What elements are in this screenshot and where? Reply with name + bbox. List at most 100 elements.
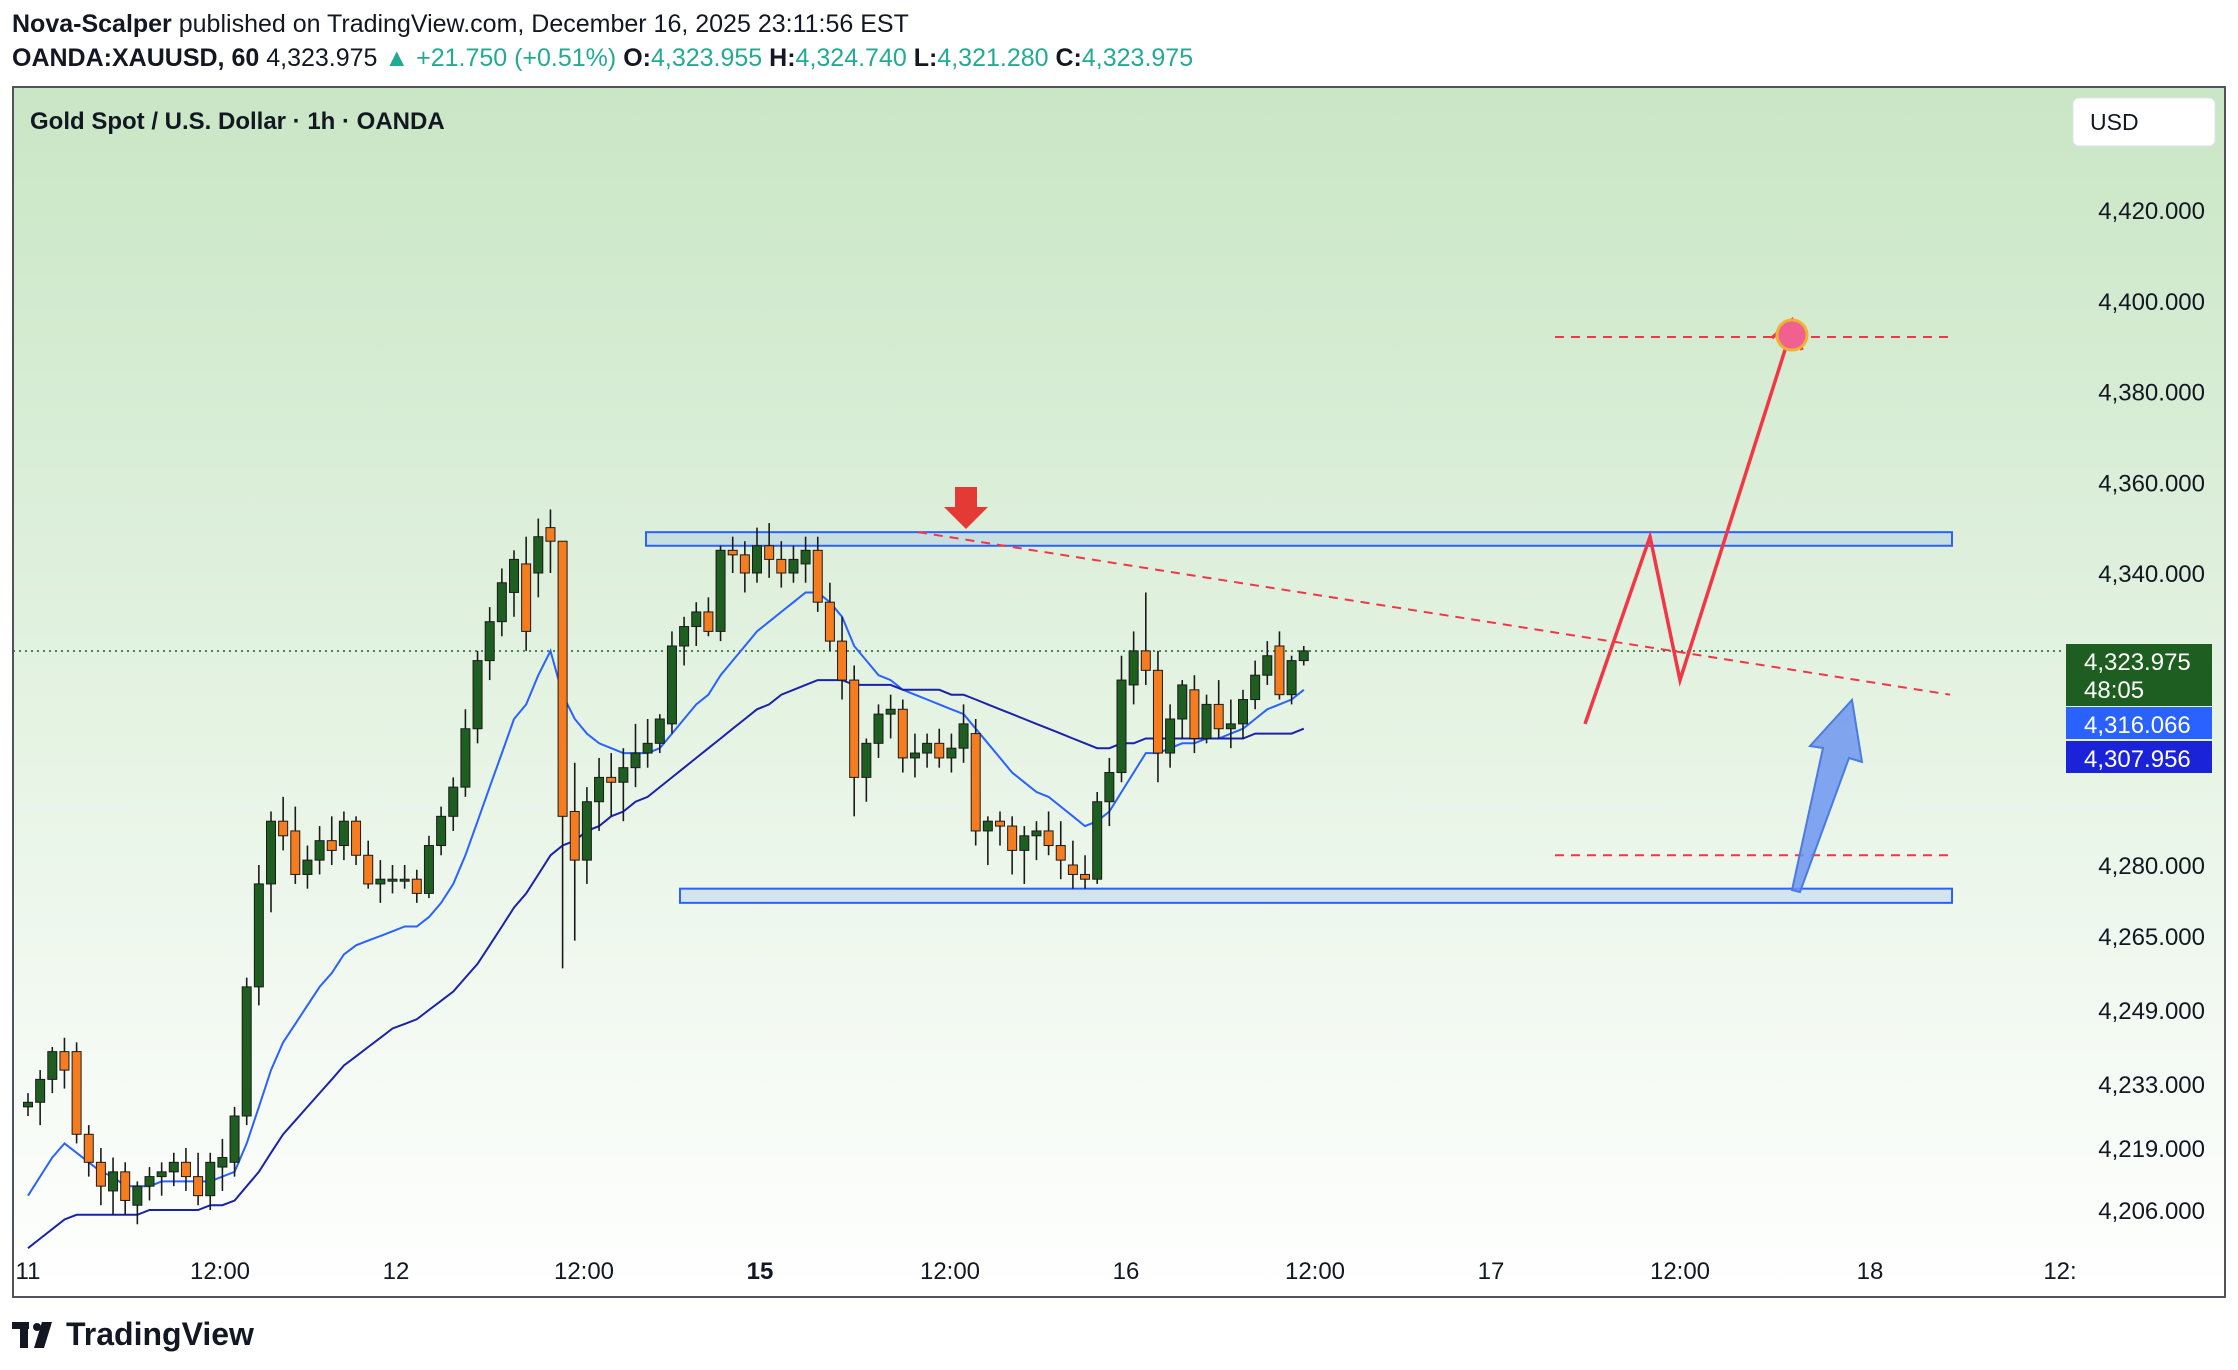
resistance-zone [645, 531, 1953, 547]
candle [849, 665, 860, 817]
candle [144, 1167, 155, 1201]
svg-text:48:05: 48:05 [2084, 677, 2144, 704]
svg-text:4,307.956: 4,307.956 [2084, 746, 2191, 773]
candle [205, 1152, 216, 1210]
x-tick-label: 15 [747, 1258, 774, 1285]
symbol-info: OANDA:XAUUSD, 60 4,323.975 ▲ +21.750 (+0… [12, 42, 1193, 74]
candle [800, 536, 811, 583]
candle [970, 719, 981, 846]
candle [460, 709, 471, 797]
candle [1007, 816, 1018, 875]
candle [411, 869, 422, 903]
candle [290, 806, 301, 884]
candle [545, 509, 556, 573]
x-tick-label: 12: [2043, 1258, 2076, 1285]
candle [752, 527, 762, 583]
ema-fast-line [27, 591, 1305, 1197]
candle [557, 540, 568, 969]
candle [253, 865, 264, 1006]
support-zone [679, 887, 1953, 904]
candle [1262, 641, 1273, 685]
svg-text:4,316.066: 4,316.066 [2084, 712, 2191, 739]
candle [120, 1162, 131, 1215]
candle [897, 699, 908, 773]
y-tick-label: 4,340.000 [2098, 561, 2205, 588]
candle [679, 616, 690, 666]
candle [654, 714, 665, 754]
candle [95, 1148, 106, 1206]
open-value: 4,323.955 [650, 44, 763, 72]
candle [1104, 757, 1115, 827]
candle [946, 733, 957, 773]
candle [168, 1152, 179, 1187]
candle [1165, 704, 1176, 768]
candle [739, 541, 750, 593]
candle [1189, 675, 1200, 754]
x-tick-label: 17 [1478, 1258, 1505, 1285]
y-tick-label: 4,206.000 [2098, 1198, 2205, 1225]
tradingview-logo[interactable]: TradingView [12, 1316, 254, 1353]
x-tick-label: 12:00 [554, 1258, 614, 1285]
candle [618, 748, 629, 822]
high-value: 4,324.740 [795, 44, 907, 72]
candle [691, 602, 702, 646]
candle [594, 757, 605, 831]
candle [193, 1152, 204, 1206]
y-tick-label: 4,420.000 [2098, 198, 2205, 225]
y-tick-label: 4,400.000 [2098, 289, 2205, 316]
candle [448, 777, 459, 831]
candle [351, 816, 362, 865]
down-arrow-icon [944, 487, 988, 529]
candle [1274, 631, 1285, 700]
blue-up-arrow-icon [1790, 697, 1864, 894]
ema-slow-badge: 4,307.956 [2066, 741, 2212, 773]
close-label: C: [1055, 44, 1082, 72]
published-text: published on TradingView.com, December 1… [178, 10, 909, 38]
candle [1286, 655, 1297, 705]
candle [1140, 592, 1151, 685]
candle [1067, 840, 1078, 889]
candle [1055, 821, 1066, 880]
x-tick-label: 16 [1113, 1258, 1140, 1285]
y-tick-label: 4,249.000 [2098, 998, 2205, 1025]
candle [861, 738, 872, 802]
candle [1177, 680, 1188, 739]
candle [1250, 660, 1261, 710]
author-name[interactable]: Nova-Scalper [12, 10, 172, 38]
candle [764, 523, 775, 578]
candle [484, 607, 495, 681]
open-label: O: [623, 44, 651, 72]
candle [47, 1047, 58, 1094]
price-change: +21.750 (+0.51%) [416, 44, 617, 72]
x-tick-label: 12:00 [1285, 1258, 1345, 1285]
candle [1031, 821, 1042, 861]
x-tick-label: 12:00 [190, 1258, 250, 1285]
candle [909, 733, 920, 778]
candle [83, 1125, 94, 1177]
candle [1128, 631, 1139, 705]
candle [934, 728, 945, 768]
tradingview-mark-icon [12, 1321, 52, 1348]
candle [1152, 650, 1163, 783]
high-label: H: [769, 44, 796, 72]
candle [727, 536, 738, 573]
x-tick-label: 18 [1857, 1258, 1884, 1285]
ema-fast-badge: 4,316.066 [2066, 707, 2212, 739]
candle [885, 694, 896, 739]
low-label: L: [913, 44, 938, 72]
y-tick-label: 4,360.000 [2098, 470, 2205, 497]
candle [375, 860, 386, 903]
candle [71, 1042, 82, 1144]
candle [180, 1148, 191, 1191]
candle [35, 1070, 46, 1126]
y-tick-label: 4,280.000 [2098, 853, 2205, 880]
candle [812, 536, 823, 612]
candle [958, 704, 969, 763]
candle [1080, 855, 1091, 889]
candle [387, 865, 398, 894]
candle [824, 582, 835, 651]
candle [156, 1162, 167, 1196]
currency-button[interactable]: USD [2072, 97, 2216, 147]
price-chart[interactable]: 4,420.000 4,400.000 4,380.000 4,360.000 4,34… [0, 0, 2238, 1300]
